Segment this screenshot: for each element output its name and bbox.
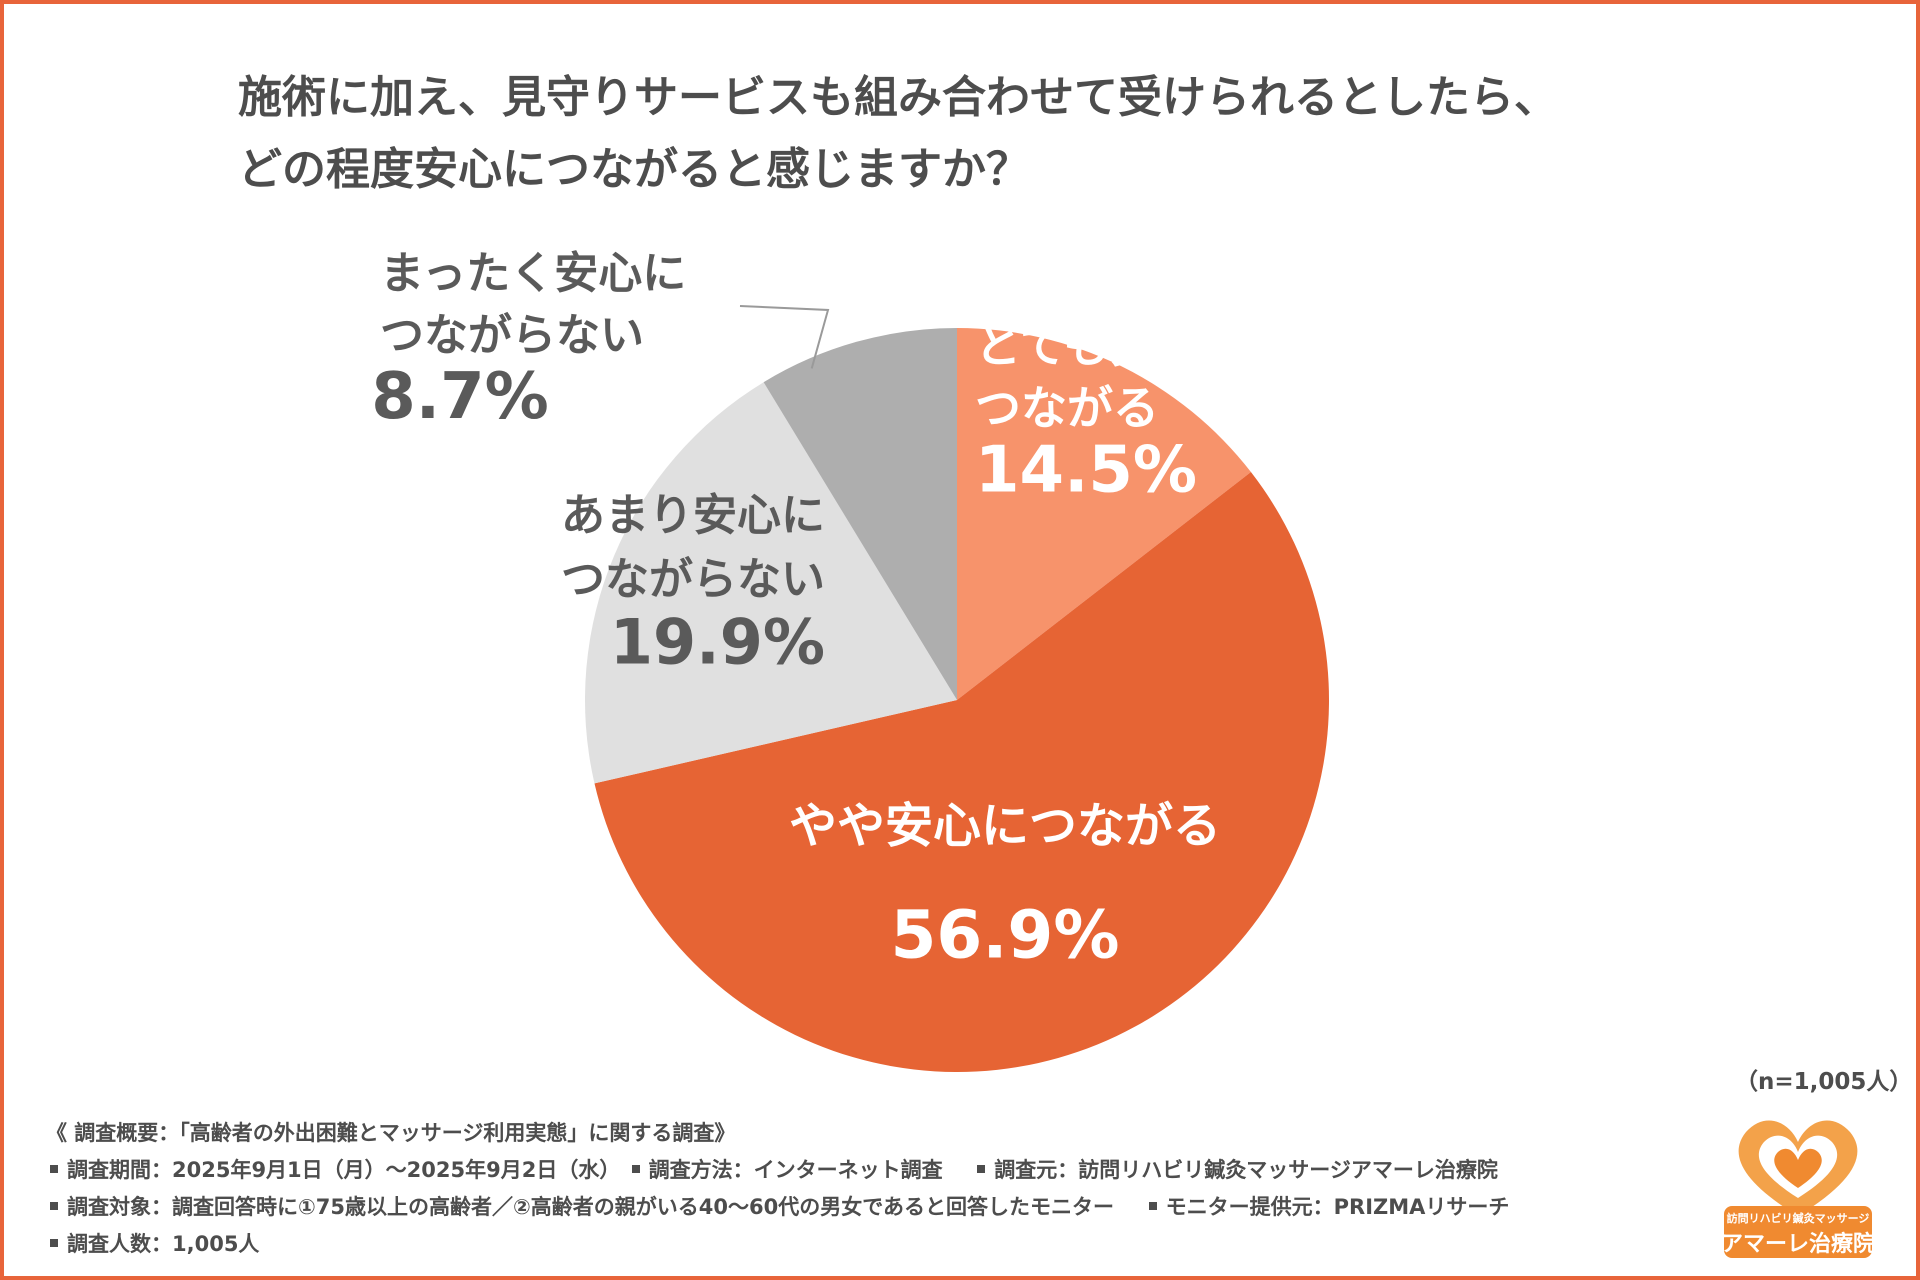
chart-title-line-2: どの程度安心につながると感じますか？ [238,144,1030,195]
survey-method: 調査方法：インターネット調査 [648,1158,943,1182]
slice-label-4-line-1: まったく安心に [380,248,686,299]
survey-source: 調査元：訪問リハビリ鍼灸マッサージアマーレ治療院 [994,1158,1498,1182]
survey-target: 調査対象：調査回答時に①75歳以上の高齢者／②高齢者の親がいる40～60代の男女… [67,1195,1115,1219]
bullet-square-icon [50,1239,58,1247]
pie-slice-3 [585,382,957,784]
pie-slice-4 [763,328,957,700]
survey-period: 調査期間：2025年9月1日（月）～2025年9月2日（水） [67,1158,621,1182]
bullet-square-icon [977,1165,986,1173]
slice-value-label-4: 8.7% [371,360,549,434]
logo-name: アマーレ治療院 [1720,1232,1875,1257]
bullet-square-icon [1148,1202,1157,1210]
bullet-square-icon [50,1165,58,1173]
logo-subtitle: 訪問リハビリ鍼灸マッサージ [1726,1212,1870,1225]
survey-count: 調査人数：1,005人 [67,1232,260,1256]
slice-label-4-line-2: つながらない [380,310,644,361]
leader-line [739,305,830,369]
slice-label-3-line-1: あまり安心に [561,490,825,541]
survey-row-1: 調査期間：2025年9月1日（月）～2025年9月2日（水） 調査方法：インター… [46,1152,1686,1189]
chart-title: 施術に加え、見守りサービスも組み合わせて受けられるとしたら、 どの程度安心につな… [238,62,1738,206]
bullet-square-icon [631,1165,640,1173]
survey-provider: モニター提供元：PRIZMAリサーチ [1165,1195,1510,1219]
survey-row-3: 調査人数：1,005人 [46,1226,1686,1263]
pie-slice-1 [957,328,1251,700]
sample-size-label: （n=1,005人） [1735,1069,1913,1095]
survey-overview: 《 調査概要：「高齢者の外出困難とマッサージ利用実態」に関する調査》 [46,1121,736,1145]
bullet-square-icon [50,1202,58,1210]
slice-value-label-1: 14.5% [975,433,1197,507]
slice-label-2-line-1: やや安心につながる [789,798,1221,854]
survey-row-2: 調査対象：調査回答時に①75歳以上の高齢者／②高齢者の親がいる40～60代の男女… [46,1189,1686,1226]
survey-footer: 《 調査概要：「高齢者の外出困難とマッサージ利用実態」に関する調査》 調査期間：… [46,1115,1686,1263]
slice-value-label-2: 56.9% [891,896,1120,973]
pie-chart: とても安心につながる14.5%やや安心につながる56.9%あまり安心につながらな… [371,248,1330,1073]
heart-logo-icon [1724,1120,1872,1258]
slice-value-label-3: 19.9% [610,605,825,678]
chart-title-line-1: 施術に加え、見守りサービスも組み合わせて受けられるとしたら、 [238,72,1558,123]
slice-label-3-line-2: つながらない [561,554,825,605]
slice-label-1-line-2: つながる [975,381,1159,435]
pie-slice-2 [594,471,1330,1073]
amare-logo: 訪問リハビリ鍼灸マッサージ アマーレ治療院 [1712,1098,1884,1270]
slice-label-1-line-1: とても安心に [975,319,1247,373]
